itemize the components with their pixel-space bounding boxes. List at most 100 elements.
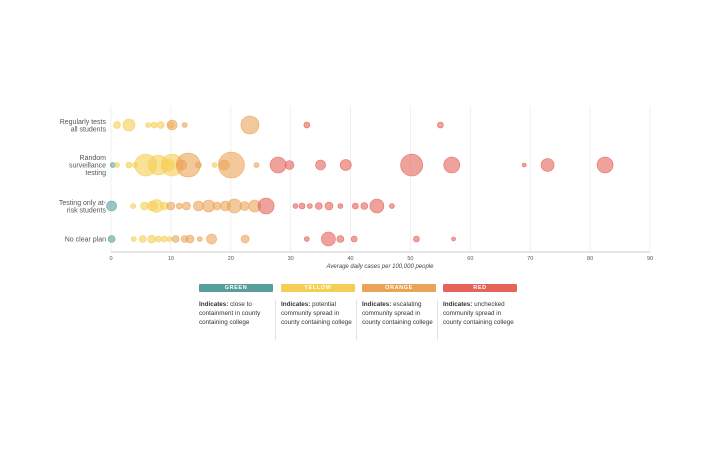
x-tick-label: 40 [347, 256, 353, 262]
x-tick-label: 90 [647, 256, 653, 262]
legend-swatch-yellow: YELLOW [281, 284, 355, 292]
data-point [315, 159, 326, 171]
data-point [304, 236, 310, 242]
x-tick-label: 60 [467, 256, 473, 262]
data-point [307, 203, 313, 209]
x-tick-label: 50 [407, 256, 413, 262]
data-point [324, 201, 334, 211]
data-point [147, 234, 157, 244]
data-point [195, 161, 202, 169]
data-point [166, 119, 178, 131]
data-point [161, 235, 168, 243]
legend-divider [356, 300, 357, 340]
legend-description-red: Indicates: unchecked community spread in… [443, 301, 517, 327]
data-point [413, 235, 420, 243]
data-point [125, 161, 133, 169]
data-point [185, 234, 195, 244]
dot-plot-chart: Regularly tests all students Random surveil… [59, 106, 653, 270]
data-point [175, 202, 183, 210]
x-tick-label: 80 [587, 256, 593, 262]
x-tick-label: 10 [168, 256, 174, 262]
data-point [114, 162, 120, 168]
legend-item-orange: ORANGE Indicates: escalating community s… [362, 284, 436, 327]
data-point [122, 118, 136, 132]
data-point [321, 231, 336, 247]
data-point [369, 198, 385, 214]
legend-divider [275, 300, 276, 340]
legend-description-yellow: Indicates: potential community spread in… [281, 301, 355, 327]
data-point [150, 121, 158, 129]
data-point [171, 235, 180, 243]
data-point [130, 203, 136, 209]
data-point [155, 235, 162, 243]
legend-prefix: Indicates: [281, 301, 311, 308]
data-point [212, 201, 222, 211]
data-point [166, 236, 173, 242]
legend-item-green: GREEN Indicates: close to containment in… [199, 284, 273, 327]
data-point [240, 234, 250, 244]
data-point [240, 115, 260, 135]
data-point [521, 162, 527, 168]
data-point [540, 158, 555, 172]
legend-swatch-red: RED [443, 284, 517, 292]
data-point [315, 202, 323, 210]
data-point [206, 233, 217, 245]
data-point [336, 235, 345, 243]
data-point [218, 151, 245, 179]
legend-prefix: Indicates: [362, 301, 392, 308]
data-point [596, 156, 614, 174]
row-label: No clear plan [65, 237, 106, 244]
x-tick-label: 20 [228, 256, 234, 262]
data-point [138, 235, 147, 243]
data-point [298, 202, 306, 210]
data-point [269, 156, 287, 174]
x-tick-label: 70 [527, 256, 533, 262]
data-point [182, 201, 191, 211]
data-point [130, 236, 137, 242]
legend-item-red: RED Indicates: unchecked community sprea… [443, 284, 517, 327]
row-label: Random surveillance testing [69, 155, 106, 177]
data-point [400, 153, 423, 177]
legend-swatch-green: GREEN [199, 284, 273, 292]
data-point [350, 235, 358, 243]
data-point [166, 201, 176, 211]
data-point [107, 235, 116, 243]
row-label: Regularly tests all students [60, 119, 107, 134]
gridlines [110, 106, 651, 252]
x-axis-ticks: 0 10 20 30 40 50 60 70 80 90 [109, 256, 653, 262]
data-point [389, 203, 395, 209]
x-axis-title: Average daily cases per 100,000 people [326, 264, 435, 270]
legend-description-green: Indicates: close to containment in count… [199, 301, 273, 327]
legend-divider [437, 300, 438, 340]
data-point [360, 202, 369, 210]
data-point [156, 121, 165, 129]
data-point [292, 203, 299, 209]
data-point [253, 162, 260, 168]
legend-swatch-orange: ORANGE [362, 284, 436, 292]
data-dots [106, 115, 614, 247]
data-point [227, 198, 242, 214]
x-tick-label: 0 [109, 256, 112, 262]
data-point [337, 203, 344, 209]
data-point [443, 156, 461, 174]
data-point [196, 236, 203, 242]
data-point [339, 159, 352, 171]
data-point [352, 202, 359, 210]
data-point [257, 197, 275, 215]
data-point [239, 201, 250, 211]
data-point [437, 121, 444, 129]
data-point [284, 160, 295, 170]
legend-text: unchecked community spread in county con… [443, 301, 514, 326]
data-point [106, 200, 117, 212]
legend-prefix: Indicates: [443, 301, 473, 308]
data-point [145, 122, 151, 128]
legend-text: potential community spread in county con… [281, 301, 352, 326]
data-point [181, 122, 188, 128]
x-tick-label: 30 [288, 256, 294, 262]
data-point [193, 200, 204, 212]
data-point [303, 121, 311, 129]
data-point [113, 121, 121, 129]
legend-description-orange: Indicates: escalating community spread i… [362, 301, 436, 327]
row-label: Testing only at-risk students [59, 200, 107, 215]
legend-text: escalating community spread in county co… [362, 301, 433, 326]
